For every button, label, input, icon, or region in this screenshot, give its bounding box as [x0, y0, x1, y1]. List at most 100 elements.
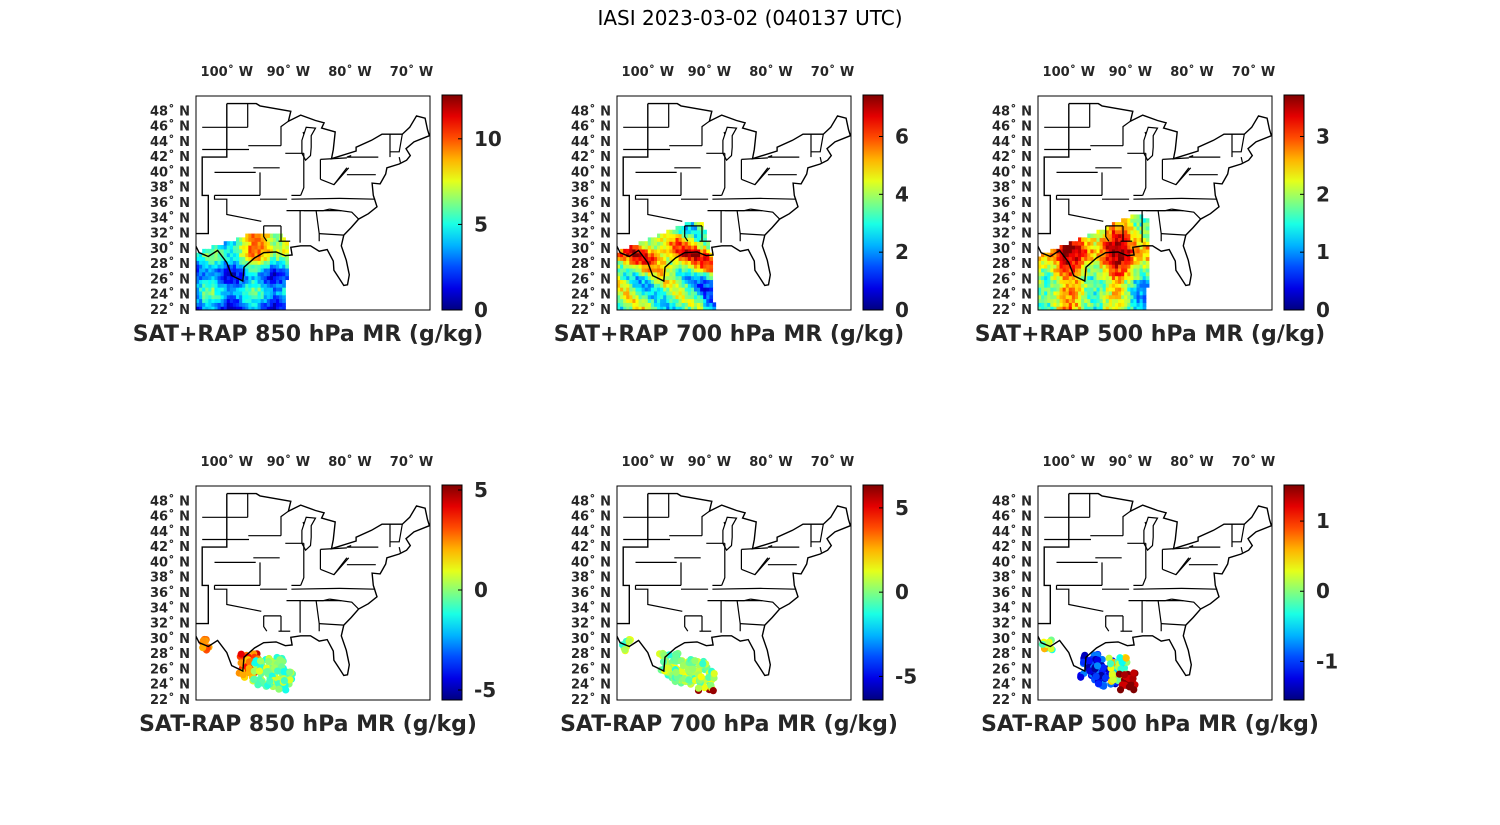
field-cell [1118, 256, 1122, 261]
field-cell [236, 275, 240, 281]
field-cell [681, 267, 686, 273]
field-cell [220, 298, 225, 303]
field-cell [1096, 256, 1101, 261]
field-cell [257, 294, 262, 300]
field-cell [257, 248, 262, 254]
field-cell [1139, 245, 1144, 250]
map-panel-3: 48˚ N46˚ N44˚ N42˚ N40˚ N38˚ N36˚ N34˚ N… [975, 64, 1330, 347]
field-cell [697, 290, 701, 296]
field-cell [1090, 298, 1095, 303]
field-cell [1087, 298, 1091, 303]
field-cell [282, 241, 286, 246]
state-border [811, 524, 824, 543]
field-cell [706, 248, 710, 254]
field-cell [1090, 237, 1095, 242]
field-cell [248, 290, 253, 296]
field-cell [632, 245, 637, 250]
field-cell [697, 225, 701, 231]
field-cell [660, 241, 664, 246]
field-cell [657, 260, 661, 265]
field-cell [1084, 287, 1088, 292]
field-cell [1124, 283, 1128, 288]
field-cell [1090, 241, 1095, 246]
field-cell [1114, 275, 1119, 281]
field-cell [226, 294, 231, 300]
field-cell [687, 290, 692, 296]
field-cell [638, 256, 643, 261]
field-cell [263, 256, 268, 261]
field-cell [1102, 245, 1107, 250]
field-cell [229, 252, 234, 258]
field-cell [620, 264, 624, 269]
field-cell [623, 279, 627, 284]
field-cell [1142, 298, 1147, 303]
lat-tick-label: 44˚ N [571, 134, 611, 150]
field-cell [703, 302, 707, 307]
field-cell [1071, 264, 1076, 269]
field-cell [632, 287, 637, 292]
field-cell [1047, 283, 1051, 288]
field-cell [214, 275, 219, 281]
field-cell [248, 298, 253, 303]
field-cell [697, 252, 701, 258]
field-cell [223, 306, 228, 310]
field-cell [690, 267, 695, 273]
field-cell [1059, 290, 1064, 296]
field-cell [269, 283, 274, 288]
field-cell [1093, 302, 1098, 307]
field-cell [1090, 233, 1095, 238]
field-cell [1074, 252, 1079, 258]
lon-tick-label: 70˚ W [1232, 64, 1275, 80]
field-cell [690, 271, 695, 277]
field-cell [1053, 267, 1058, 273]
field-cell [263, 298, 268, 303]
field-cell [693, 283, 698, 288]
field-cell [620, 287, 624, 292]
field-cell [1118, 283, 1122, 288]
field-cell [202, 279, 206, 284]
field-cell [678, 294, 683, 300]
field-cell [1105, 229, 1110, 235]
lon-tick-label: 100˚ W [622, 64, 675, 80]
field-cell [629, 271, 633, 277]
field-cell [678, 225, 683, 231]
field-cell [657, 279, 661, 284]
obs-point [1094, 680, 1103, 688]
field-cell [709, 306, 714, 310]
field-cell [214, 290, 219, 296]
field-cell [697, 245, 701, 250]
obs-point [256, 657, 265, 665]
lat-tick-label: 40˚ N [992, 554, 1032, 570]
field-cell [266, 275, 271, 281]
field-cell [272, 279, 277, 284]
field-cell [1130, 287, 1135, 292]
field-cell [681, 294, 686, 300]
field-cell [211, 271, 216, 277]
field-cell [266, 256, 271, 261]
field-cell [239, 275, 243, 281]
field-cell [693, 271, 698, 277]
field-cell [257, 271, 262, 277]
field-cell [653, 241, 658, 246]
field-cell [693, 279, 698, 284]
field-cell [1118, 294, 1122, 300]
field-cell [1074, 298, 1079, 303]
field-cell [1139, 283, 1144, 288]
field-cell [1056, 279, 1061, 284]
field-cell [266, 233, 271, 238]
field-cell [272, 252, 277, 258]
field-cell [1038, 283, 1042, 288]
field-cell [199, 294, 203, 300]
field-cell [1087, 260, 1091, 265]
field-cell [254, 279, 259, 284]
field-cell [1038, 298, 1042, 303]
field-cell [644, 264, 649, 269]
field-cell [1053, 252, 1058, 258]
field-cell [251, 294, 256, 300]
state-border [1055, 585, 1104, 612]
field-cell [1038, 256, 1042, 261]
field-cell [669, 241, 674, 246]
field-cell [202, 290, 206, 296]
field-cell [1056, 302, 1061, 307]
field-cell [638, 241, 643, 246]
